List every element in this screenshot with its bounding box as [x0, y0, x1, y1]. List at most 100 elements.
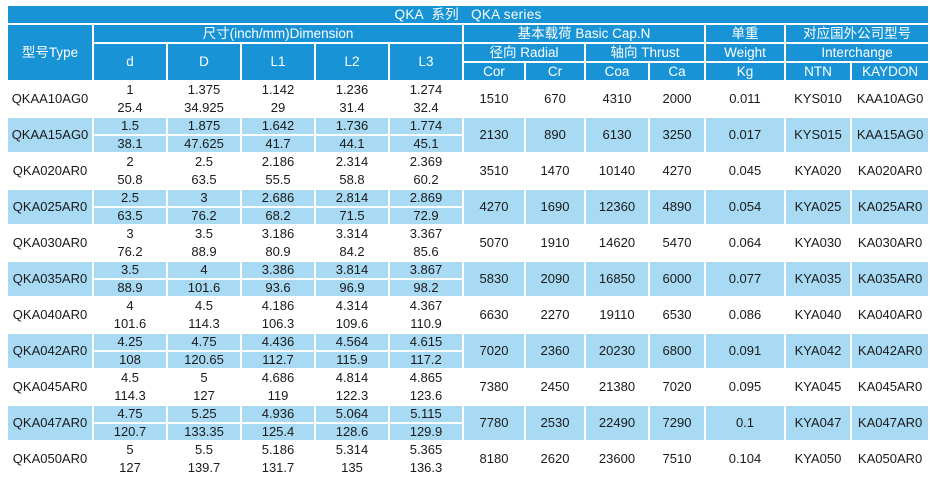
interchange-kaydon-cell: KA030AR0 — [852, 226, 929, 260]
load-coa: 4310 — [586, 82, 648, 116]
load-coa: 23600 — [586, 442, 648, 476]
dim-mm-L3: 117.2 — [390, 352, 462, 368]
load-ca: 4890 — [650, 190, 704, 224]
dim-mm-D: 114.3 — [168, 316, 240, 332]
dim-mm-D: 101.6 — [168, 280, 240, 296]
interchange-ntn-cell: KYA035 — [786, 262, 850, 296]
dim-mm-L2: 122.3 — [316, 388, 388, 404]
load-ca: 7290 — [650, 406, 704, 440]
load-ca: 2000 — [650, 82, 704, 116]
dim-inch-L3: 3.867 — [390, 262, 462, 278]
dim-inch-D: 4.75 — [168, 334, 240, 350]
dim-inch-D: 1.375 — [168, 82, 240, 98]
dim-inch-d: 4.75 — [94, 406, 166, 422]
col-header-L1: L1 — [242, 44, 314, 80]
dim-inch-L3: 1.774 — [390, 118, 462, 134]
spec-table-body: QKAA10AG0 1 1.375 1.142 1.236 1.274 1510 670 431… — [8, 82, 929, 476]
dim-inch-d: 1.5 — [94, 118, 166, 134]
dim-inch-D: 4.5 — [168, 298, 240, 314]
dim-inch-D: 3 — [168, 190, 240, 206]
dim-mm-L1: 131.7 — [242, 460, 314, 476]
model-type-cell: QKA030AR0 — [8, 226, 92, 260]
dim-mm-d: 50.8 — [94, 172, 166, 188]
col-header-D: D — [168, 44, 240, 80]
dim-inch-D: 5.5 — [168, 442, 240, 458]
spec-row-inch: QKA025AR0 2.5 3 2.686 2.814 2.869 4270 1690 1236… — [8, 190, 929, 224]
dim-mm-L3: 98.2 — [390, 280, 462, 296]
dim-mm-D: 88.9 — [168, 244, 240, 260]
dim-mm-L3: 123.6 — [390, 388, 462, 404]
dim-mm-d: 120.7 — [94, 424, 166, 440]
spec-row-inch: QKA035AR0 3.5 4 3.386 3.814 3.867 5830 2090 1685… — [8, 262, 929, 296]
weight-kg-cell: 0.064 — [706, 226, 784, 260]
dim-mm-d: 108 — [94, 352, 166, 368]
dim-mm-L3: 60.2 — [390, 172, 462, 188]
dim-inch-L1: 5.186 — [242, 442, 314, 458]
spec-row-inch: QKA042AR0 4.25 4.75 4.436 4.564 4.615 7020 2360… — [8, 334, 929, 368]
model-type-cell: QKA042AR0 — [8, 334, 92, 368]
dim-inch-d: 4 — [94, 298, 166, 314]
load-cr: 1690 — [526, 190, 584, 224]
model-type-cell: QKA035AR0 — [8, 262, 92, 296]
dim-inch-d: 4.5 — [94, 370, 166, 386]
dim-inch-L3: 2.869 — [390, 190, 462, 206]
dim-mm-L2: 58.8 — [316, 172, 388, 188]
dim-mm-L2: 84.2 — [316, 244, 388, 260]
load-cor: 2130 — [464, 118, 524, 152]
col-header-weight: Weight — [706, 44, 784, 61]
dim-mm-d: 76.2 — [94, 244, 166, 260]
dim-inch-d: 3.5 — [94, 262, 166, 278]
col-group-basic-cap: 基本载荷 Basic Cap.N — [464, 25, 704, 42]
model-type-cell: QKAA10AG0 — [8, 82, 92, 116]
dim-mm-d: 114.3 — [94, 388, 166, 404]
col-group-weight: 单重 — [706, 25, 784, 42]
col-header-coa: Coa — [586, 63, 648, 80]
qka-series-spec-table: QKA 系列 QKA series 型号Type 尺寸(inch/mm)Dime… — [6, 4, 930, 478]
col-group-thrust: 轴向 Thrust — [586, 44, 704, 61]
table-title: QKA 系列 QKA series — [8, 6, 929, 23]
dim-mm-D: 127 — [168, 388, 240, 404]
load-cor: 7020 — [464, 334, 524, 368]
model-type-cell: QKA050AR0 — [8, 442, 92, 476]
dim-mm-L1: 112.7 — [242, 352, 314, 368]
dim-mm-L2: 96.9 — [316, 280, 388, 296]
load-cr: 1470 — [526, 154, 584, 188]
dim-mm-L2: 128.6 — [316, 424, 388, 440]
dim-mm-L2: 109.6 — [316, 316, 388, 332]
load-ca: 6800 — [650, 334, 704, 368]
dim-mm-L1: 119 — [242, 388, 314, 404]
load-cr: 2530 — [526, 406, 584, 440]
dim-mm-D: 63.5 — [168, 172, 240, 188]
dim-mm-D: 76.2 — [168, 208, 240, 224]
spec-row-mm: 127 139.7 131.7 135 136.3 — [8, 460, 928, 476]
load-coa: 20230 — [586, 334, 648, 368]
spec-row-mm: 101.6 114.3 106.3 109.6 110.9 — [8, 316, 928, 332]
load-ca: 3250 — [650, 118, 704, 152]
dim-mm-D: 120.65 — [168, 352, 240, 368]
spec-row-inch: QKAA10AG0 1 1.375 1.142 1.236 1.274 1510 670 431… — [8, 82, 929, 116]
load-cor: 7380 — [464, 370, 524, 404]
dim-mm-L1: 93.6 — [242, 280, 314, 296]
dim-mm-D: 34.925 — [168, 100, 240, 116]
weight-kg-cell: 0.077 — [706, 262, 784, 296]
model-type-cell: QKA047AR0 — [8, 406, 92, 440]
interchange-kaydon-cell: KA050AR0 — [852, 442, 929, 476]
col-header-ntn: NTN — [786, 63, 850, 80]
load-cr: 2090 — [526, 262, 584, 296]
dim-inch-d: 2 — [94, 154, 166, 170]
dim-mm-L1: 29 — [242, 100, 314, 116]
dim-mm-d: 101.6 — [94, 316, 166, 332]
dim-inch-D: 2.5 — [168, 154, 240, 170]
spec-row-inch: QKA030AR0 3 3.5 3.186 3.314 3.367 5070 1910 1462… — [8, 226, 929, 260]
load-coa: 12360 — [586, 190, 648, 224]
dim-mm-d: 63.5 — [94, 208, 166, 224]
interchange-ntn-cell: KYA020 — [786, 154, 850, 188]
model-type-cell: QKAA15AG0 — [8, 118, 92, 152]
spec-row-inch: QKA040AR0 4 4.5 4.186 4.314 4.367 6630 2270 1911… — [8, 298, 929, 332]
spec-row-mm: 120.7 133.35 125.4 128.6 129.9 — [8, 424, 928, 440]
dim-inch-L2: 2.314 — [316, 154, 388, 170]
load-coa: 6130 — [586, 118, 648, 152]
load-cr: 2450 — [526, 370, 584, 404]
load-ca: 4270 — [650, 154, 704, 188]
dim-inch-L1: 4.186 — [242, 298, 314, 314]
